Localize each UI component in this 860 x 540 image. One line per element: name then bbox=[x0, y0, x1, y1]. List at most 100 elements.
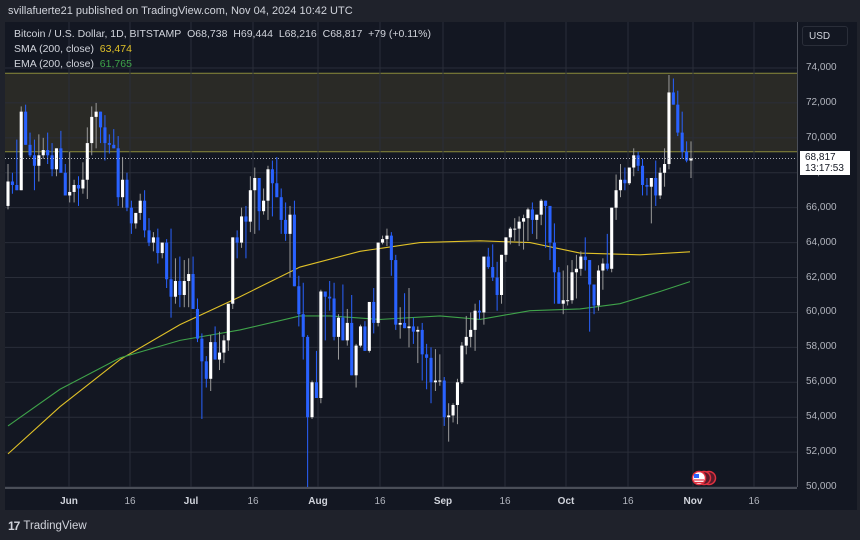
candle-down[interactable] bbox=[636, 155, 640, 166]
candle-down[interactable] bbox=[605, 263, 609, 269]
candle-up[interactable] bbox=[601, 263, 605, 271]
candle-up[interactable] bbox=[407, 326, 411, 329]
candle-up[interactable] bbox=[68, 191, 72, 196]
candle-down[interactable] bbox=[257, 177, 261, 212]
candle-up[interactable] bbox=[336, 317, 341, 337]
candle-up[interactable] bbox=[398, 322, 402, 325]
candle-up[interactable] bbox=[574, 268, 578, 273]
candle-up[interactable] bbox=[358, 326, 363, 346]
candle-down[interactable] bbox=[323, 291, 327, 297]
candle-down[interactable] bbox=[495, 277, 499, 295]
candle-up[interactable] bbox=[451, 404, 455, 416]
candle-down[interactable] bbox=[165, 242, 169, 280]
candle-down[interactable] bbox=[583, 256, 587, 261]
candle-up[interactable] bbox=[658, 172, 662, 196]
candle-up[interactable] bbox=[217, 352, 222, 360]
candle-down[interactable] bbox=[491, 267, 495, 278]
candle-up[interactable] bbox=[209, 342, 213, 379]
candle-down[interactable] bbox=[477, 310, 482, 313]
candle-up[interactable] bbox=[447, 415, 451, 418]
candle-down[interactable] bbox=[350, 322, 354, 376]
candle-up[interactable] bbox=[539, 200, 543, 215]
economic-events-icon[interactable] bbox=[690, 470, 720, 486]
candle-up[interactable] bbox=[535, 214, 539, 220]
candle-down[interactable] bbox=[169, 279, 173, 297]
candle-up[interactable] bbox=[438, 380, 442, 382]
candle-down[interactable] bbox=[552, 242, 556, 273]
candle-down[interactable] bbox=[24, 111, 28, 145]
candle-up[interactable] bbox=[473, 310, 477, 330]
candle-up[interactable] bbox=[433, 380, 437, 383]
candle-down[interactable] bbox=[394, 260, 398, 325]
candle-down[interactable] bbox=[129, 207, 133, 224]
candle-up[interactable] bbox=[469, 329, 473, 337]
candle-down[interactable] bbox=[63, 172, 67, 196]
candle-up[interactable] bbox=[37, 155, 41, 166]
sma-line[interactable] bbox=[7, 240, 691, 455]
candle-down[interactable] bbox=[103, 127, 107, 144]
candle-up[interactable] bbox=[72, 184, 76, 192]
candle-up[interactable] bbox=[173, 281, 177, 297]
candle-up[interactable] bbox=[522, 218, 526, 222]
candle-down[interactable] bbox=[107, 143, 111, 145]
candle-down[interactable] bbox=[328, 296, 332, 299]
candle-down[interactable] bbox=[244, 216, 248, 222]
candle-down[interactable] bbox=[297, 286, 301, 315]
candle-up[interactable] bbox=[649, 177, 653, 187]
candle-up[interactable] bbox=[262, 200, 266, 212]
currency-button[interactable]: USD bbox=[802, 26, 848, 46]
candle-up[interactable] bbox=[610, 207, 614, 269]
candle-up[interactable] bbox=[182, 281, 186, 295]
candle-down[interactable] bbox=[301, 314, 305, 337]
candle-up[interactable] bbox=[121, 179, 125, 198]
candle-down[interactable] bbox=[442, 380, 446, 418]
candle-down[interactable] bbox=[235, 237, 239, 243]
candle-up[interactable] bbox=[464, 336, 468, 346]
candle-down[interactable] bbox=[98, 111, 103, 128]
candle-up[interactable] bbox=[596, 270, 601, 306]
resistance-zone[interactable] bbox=[5, 73, 797, 152]
candle-down[interactable] bbox=[420, 329, 424, 355]
candle-down[interactable] bbox=[10, 181, 14, 185]
candle-down[interactable] bbox=[363, 326, 367, 351]
candle-down[interactable] bbox=[204, 361, 208, 379]
candle-down[interactable] bbox=[200, 338, 204, 362]
candle-down[interactable] bbox=[15, 184, 19, 191]
candle-down[interactable] bbox=[147, 230, 151, 243]
candle-down[interactable] bbox=[530, 209, 534, 220]
candle-up[interactable] bbox=[367, 301, 371, 351]
candle-down[interactable] bbox=[50, 155, 54, 170]
candle-up[interactable] bbox=[94, 111, 98, 117]
candle-down[interactable] bbox=[213, 342, 217, 360]
candle-up[interactable] bbox=[151, 237, 155, 243]
candle-up[interactable] bbox=[226, 303, 230, 341]
candle-up[interactable] bbox=[381, 239, 385, 243]
candle-up[interactable] bbox=[499, 254, 504, 295]
candle-down[interactable] bbox=[548, 205, 552, 243]
candle-down[interactable] bbox=[588, 260, 592, 285]
candle-up[interactable] bbox=[517, 221, 521, 229]
candlestick-chart[interactable] bbox=[5, 22, 797, 487]
candle-up[interactable] bbox=[288, 214, 292, 234]
symbol-name[interactable]: Bitcoin / U.S. Dollar, 1D, BITSTAMP bbox=[14, 28, 182, 40]
ema-line[interactable] bbox=[7, 281, 691, 427]
price-plot[interactable] bbox=[5, 22, 797, 487]
candle-down[interactable] bbox=[143, 200, 147, 231]
candle-down[interactable] bbox=[544, 200, 548, 206]
candle-up[interactable] bbox=[513, 228, 517, 230]
candle-down[interactable] bbox=[270, 169, 274, 184]
candle-up[interactable] bbox=[85, 143, 89, 180]
candle-up[interactable] bbox=[385, 235, 389, 240]
candle-down[interactable] bbox=[685, 151, 689, 161]
candle-down[interactable] bbox=[306, 336, 310, 418]
candle-up[interactable] bbox=[627, 167, 631, 184]
candle-down[interactable] bbox=[557, 272, 561, 304]
candle-up[interactable] bbox=[566, 300, 570, 302]
candle-up[interactable] bbox=[632, 155, 636, 168]
candle-down[interactable] bbox=[284, 219, 288, 234]
candle-up[interactable] bbox=[416, 329, 420, 332]
candle-up[interactable] bbox=[618, 179, 623, 191]
candle-down[interactable] bbox=[32, 155, 36, 166]
candle-down[interactable] bbox=[623, 179, 627, 184]
candle-down[interactable] bbox=[59, 148, 63, 173]
